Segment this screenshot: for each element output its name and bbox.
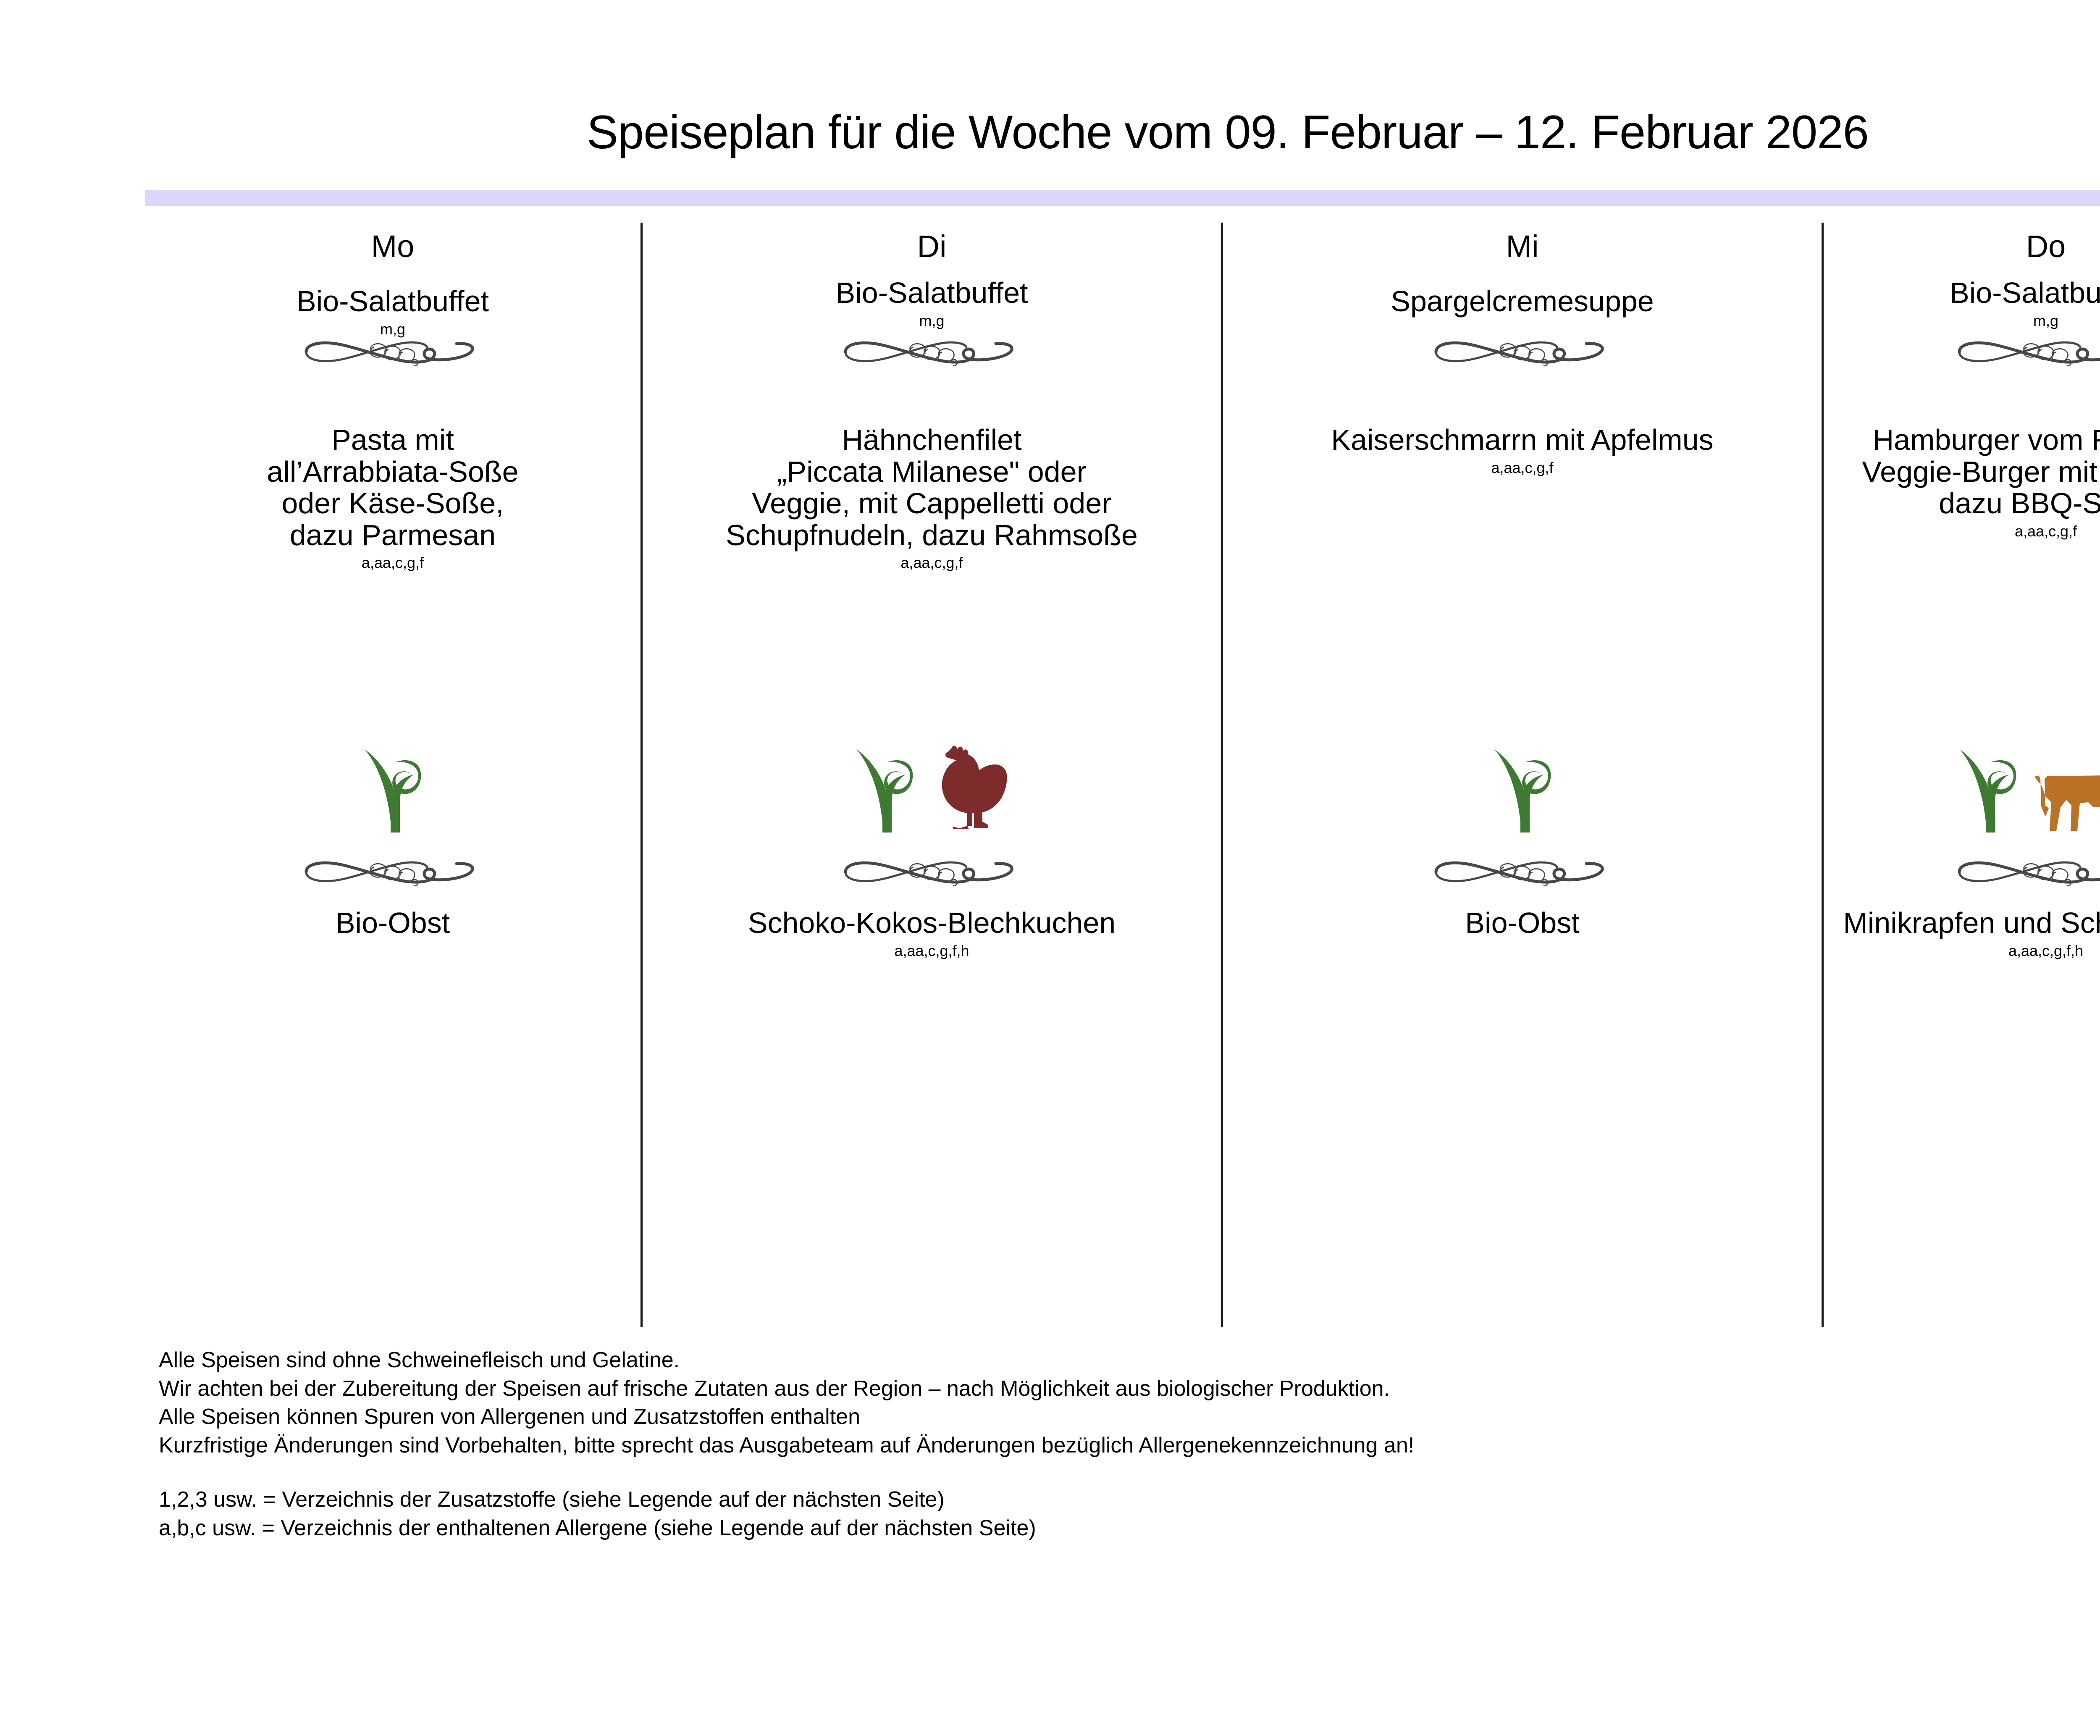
main-dish-line-do-2: dazu BBQ-Soße <box>1939 487 2100 520</box>
dessert-dish-do: Minikrapfen und Schokoherzen <box>1843 906 2100 939</box>
vegetarian-leaf-icon <box>856 749 913 833</box>
main-dish-line-di-3: Schupfnudeln, dazu Rahmsoße <box>726 518 1138 552</box>
ornament-divider-icon <box>643 333 1221 370</box>
footer-legend-allergens: a,b,c usw. = Verzeichnis der enthaltenen… <box>159 1515 1036 1540</box>
main-dish-line-do-0: Hamburger vom Rind oder <box>1872 423 2100 456</box>
dessert-block-mi: Bio-Obst <box>1198 907 1847 942</box>
footer-spacer <box>159 1460 2100 1486</box>
footer-legend-additives: 1,2,3 usw. = Verzeichnis der Zusatzstoff… <box>159 1487 945 1512</box>
salad-dish-mo: Bio-Salatbuffet <box>297 285 489 318</box>
footer-note-3: Alle Speisen können Spuren von Allergene… <box>159 1405 861 1429</box>
salad-block-di: Bio-Salatbuffet m,g <box>617 277 1246 330</box>
icon-row-mi <box>1223 739 1822 836</box>
main-dish-line-di-2: Veggie, mit Cappelletti oder <box>752 487 1112 520</box>
main-dish-line-do-1: Veggie-Burger mit Pommes, <box>1862 455 2100 488</box>
dessert-dish-mo: Bio-Obst <box>335 906 450 939</box>
salad-dish-di: Bio-Salatbuffet <box>835 276 1028 309</box>
dessert-block-di: Schoko-Kokos-Blechkuchen a,aa,c,g,f,h <box>617 907 1246 960</box>
day-header-do: Do <box>2026 229 2066 264</box>
footer-note-2: Wir achten bei der Zubereitung der Speis… <box>159 1376 1390 1401</box>
dessert-block-mo: Bio-Obst <box>120 907 666 942</box>
day-column-di: Di Bio-Salatbuffet m,g Hähnchenfilet „Pi… <box>640 223 1221 1327</box>
main-allergens-mo: a,aa,c,g,f <box>361 554 424 572</box>
main-dish-line-mo-0: Pasta mit <box>331 423 454 456</box>
salad-allergens-mo: m,g <box>380 320 405 338</box>
salad-block-do: Bio-Salatbuffet m,g <box>1798 277 2100 330</box>
main-allergens-mi: a,aa,c,g,f <box>1491 459 1554 476</box>
main-block-mi: Kaiserschmarrn mit Apfelmus a,aa,c,g,f <box>1198 424 1847 477</box>
main-dish-line-di-0: Hähnchenfilet <box>842 423 1022 456</box>
main-allergens-do: a,aa,c,g,f <box>2014 522 2077 540</box>
ornament-divider-icon <box>1824 333 2100 370</box>
ornament-divider-icon <box>1223 333 1822 370</box>
day-column-mo: Mo Bio-Salatbuffet m,g Pasta mit all’Arr… <box>145 223 640 1327</box>
title-accent-bar <box>145 190 2100 206</box>
ornament-divider-icon <box>1223 853 1822 890</box>
salad-dish-do: Bio-Salatbuffet <box>1950 276 2100 309</box>
salad-block-mi: Spargelcremesuppe <box>1198 285 1847 320</box>
day-header-mo: Mo <box>371 229 415 264</box>
vegetarian-leaf-icon <box>1960 749 2016 833</box>
footer-notes: Alle Speisen sind ohne Schweinefleisch u… <box>159 1346 2100 1543</box>
dessert-block-do: Minikrapfen und Schokoherzen a,aa,c,g,f,… <box>1798 907 2100 960</box>
day-column-mi: Mi Spargelcremesuppe Kaiserschmarrn mit … <box>1221 223 1822 1327</box>
day-column-do: Do Bio-Salatbuffet m,g Hamburger vom Rin… <box>1822 223 2100 1327</box>
vegetarian-leaf-icon <box>365 749 421 833</box>
icon-row-do <box>1824 739 2100 836</box>
footer-note-1: Alle Speisen sind ohne Schweinefleisch u… <box>159 1348 680 1372</box>
week-menu-grid: Mo Bio-Salatbuffet m,g Pasta mit all’Arr… <box>145 223 2100 1327</box>
dessert-allergens-di: a,aa,c,g,f,h <box>894 942 969 959</box>
ornament-divider-icon <box>145 853 640 890</box>
main-allergens-di: a,aa,c,g,f <box>900 554 963 572</box>
chicken-icon <box>942 746 1007 829</box>
page-title: Speiseplan für die Woche vom 09. Februar… <box>587 106 1869 158</box>
dessert-dish-di: Schoko-Kokos-Blechkuchen <box>748 906 1116 939</box>
main-block-mo: Pasta mit all’Arrabbiata-Soße oder Käse-… <box>120 424 666 572</box>
main-dish-line-di-1: „Piccata Milanese" oder <box>777 455 1087 488</box>
dessert-allergens-do: a,aa,c,g,f,h <box>2008 942 2084 959</box>
day-header-di: Di <box>917 229 947 264</box>
salad-dish-mi: Spargelcremesuppe <box>1391 285 1654 318</box>
main-dish-line-mo-2: oder Käse-Soße, <box>281 487 504 520</box>
main-block-do: Hamburger vom Rind oder Veggie-Burger mi… <box>1798 424 2100 540</box>
main-block-di: Hähnchenfilet „Piccata Milanese" oder Ve… <box>617 424 1246 572</box>
ornament-divider-icon <box>643 853 1221 890</box>
cow-icon <box>2034 775 2100 831</box>
salad-allergens-di: m,g <box>919 312 945 329</box>
vegetarian-leaf-icon <box>1494 749 1551 833</box>
day-header-mi: Mi <box>1506 229 1539 264</box>
ornament-divider-icon <box>145 333 640 370</box>
icon-row-mo <box>145 739 640 836</box>
ornament-divider-icon <box>1824 853 2100 890</box>
main-dish-line-mi-0: Kaiserschmarrn mit Apfelmus <box>1331 423 1714 456</box>
footer-note-4: Kurzfristige Änderungen sind Vorbehalten… <box>159 1433 1415 1458</box>
salad-allergens-do: m,g <box>2033 312 2058 329</box>
dessert-dish-mi: Bio-Obst <box>1465 906 1580 939</box>
main-dish-line-mo-1: all’Arrabbiata-Soße <box>267 455 519 488</box>
main-dish-line-mo-3: dazu Parmesan <box>289 518 496 552</box>
icon-row-di <box>643 739 1221 836</box>
salad-block-mo: Bio-Salatbuffet m,g <box>120 285 666 338</box>
